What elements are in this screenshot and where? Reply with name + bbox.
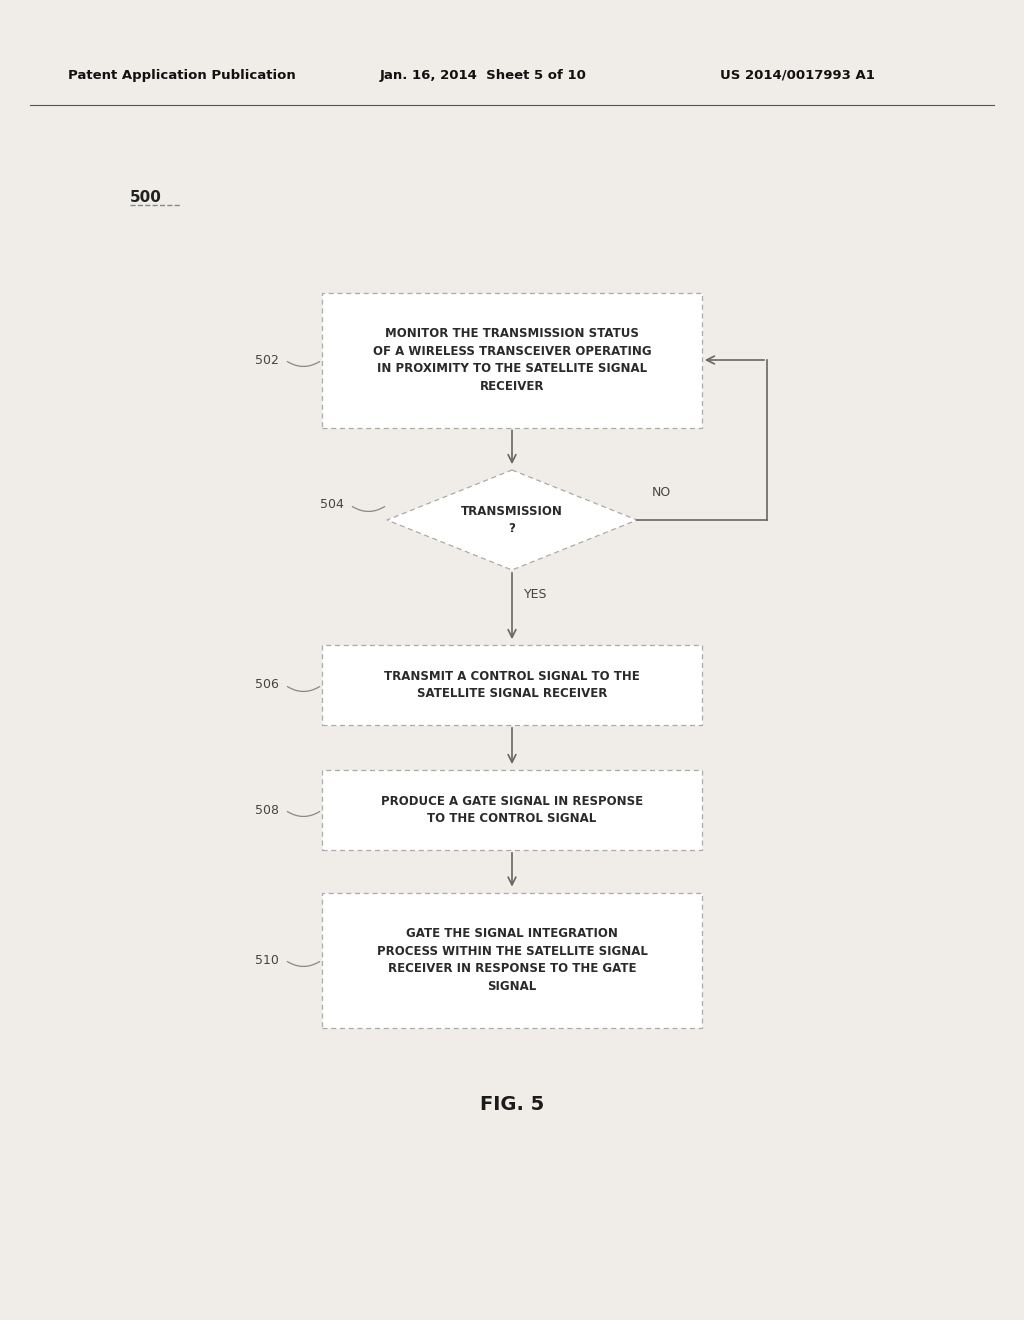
Text: Jan. 16, 2014  Sheet 5 of 10: Jan. 16, 2014 Sheet 5 of 10 — [380, 69, 587, 82]
FancyBboxPatch shape — [322, 293, 702, 428]
Text: TRANSMISSION
?: TRANSMISSION ? — [461, 504, 563, 535]
FancyBboxPatch shape — [322, 892, 702, 1027]
Text: Patent Application Publication: Patent Application Publication — [68, 69, 296, 82]
Text: YES: YES — [524, 587, 548, 601]
Polygon shape — [387, 470, 637, 570]
Text: TRANSMIT A CONTROL SIGNAL TO THE
SATELLITE SIGNAL RECEIVER: TRANSMIT A CONTROL SIGNAL TO THE SATELLI… — [384, 669, 640, 700]
Text: US 2014/0017993 A1: US 2014/0017993 A1 — [720, 69, 874, 82]
FancyBboxPatch shape — [322, 770, 702, 850]
Text: 504: 504 — [321, 499, 344, 511]
Text: 500: 500 — [130, 190, 162, 205]
Text: GATE THE SIGNAL INTEGRATION
PROCESS WITHIN THE SATELLITE SIGNAL
RECEIVER IN RESP: GATE THE SIGNAL INTEGRATION PROCESS WITH… — [377, 927, 647, 993]
Text: PRODUCE A GATE SIGNAL IN RESPONSE
TO THE CONTROL SIGNAL: PRODUCE A GATE SIGNAL IN RESPONSE TO THE… — [381, 795, 643, 825]
Text: 508: 508 — [255, 804, 279, 817]
FancyBboxPatch shape — [322, 645, 702, 725]
Text: MONITOR THE TRANSMISSION STATUS
OF A WIRELESS TRANSCEIVER OPERATING
IN PROXIMITY: MONITOR THE TRANSMISSION STATUS OF A WIR… — [373, 327, 651, 393]
Text: 506: 506 — [255, 678, 279, 692]
Text: FIG. 5: FIG. 5 — [480, 1096, 544, 1114]
Text: 502: 502 — [255, 354, 279, 367]
Text: NO: NO — [652, 486, 672, 499]
Text: 510: 510 — [255, 953, 279, 966]
